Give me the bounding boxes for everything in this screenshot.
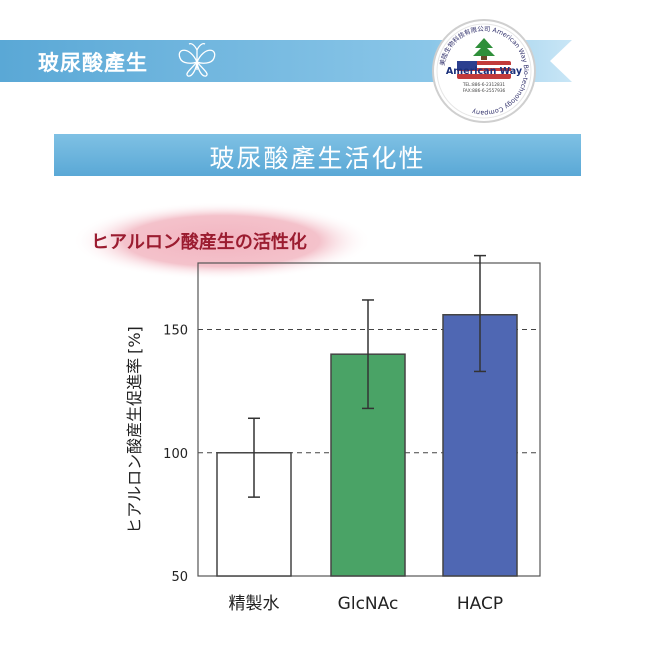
- company-logo-seal: 美陸生物科技有限公司 American Way Bio-technology C…: [432, 19, 536, 123]
- y-axis-label-text: ヒアルロン酸産生促進率: [125, 358, 144, 534]
- x-axis-labels: 精製水 GlcNAc HACP: [229, 594, 504, 614]
- section-header: 玻尿酸產生活化性: [54, 134, 581, 176]
- y-axis-unit: [%]: [125, 326, 144, 354]
- y-axis-ticks: 50 100 150: [163, 324, 188, 585]
- subtitle-highlight: [72, 202, 372, 280]
- butterfly-icon: [178, 43, 216, 77]
- top-banner: [0, 40, 572, 82]
- y-tick-label: 100: [163, 447, 188, 462]
- bars: [216, 254, 518, 577]
- y-tick-label: 150: [163, 324, 188, 339]
- section-title: 玻尿酸產生活化性: [209, 144, 426, 173]
- x-category-label: 精製水: [229, 594, 280, 614]
- logo-fax: FAX:886-6-2557936: [463, 88, 506, 94]
- y-axis-label: ヒアルロン酸産生促進率 [%]: [125, 326, 144, 534]
- x-category-label: GlcNAc: [338, 594, 399, 614]
- y-tick-label: 50: [171, 570, 188, 585]
- chart-subtitle: ヒアルロン酸産生の活性化: [91, 232, 307, 253]
- logo-tel: TEL:886-6-2312831: [462, 82, 506, 88]
- logo-name: American Way: [446, 66, 523, 77]
- x-category-label: HACP: [457, 594, 503, 614]
- banner-title: 玻尿酸產生: [38, 51, 148, 75]
